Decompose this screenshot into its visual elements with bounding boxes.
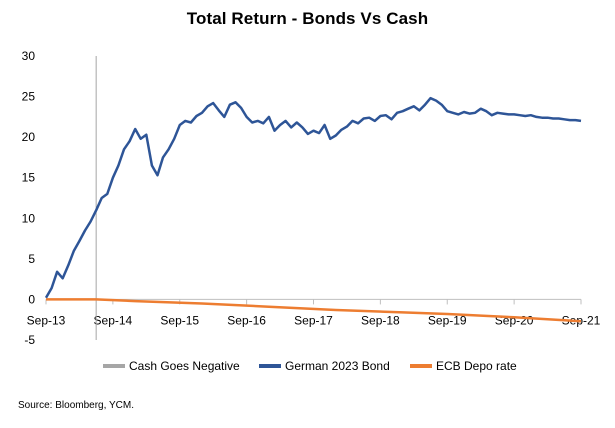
x-tick-label: Sep-15: [160, 313, 199, 327]
german-2023-bond-line: [44, 96, 582, 299]
legend-label: Cash Goes Negative: [129, 359, 240, 373]
y-tick-label: 10: [22, 211, 36, 225]
legend: Cash Goes Negative German 2023 Bond ECB …: [0, 359, 615, 377]
x-tick-label: Sep-14: [94, 313, 133, 327]
x-tick-label: Sep-21: [562, 313, 601, 327]
legend-label: German 2023 Bond: [285, 359, 390, 373]
legend-item-german-2023-bond: German 2023 Bond: [259, 359, 390, 373]
chart-title: Total Return - Bonds Vs Cash: [186, 9, 429, 28]
x-tick-label: Sep-18: [361, 313, 400, 327]
y-tick-label: 20: [22, 130, 36, 144]
y-axis-tick-labels: 30 25 20 15 10 5 0 -5: [22, 49, 36, 347]
x-tick-label: Sep-13: [27, 313, 66, 327]
y-tick-label: 25: [22, 90, 36, 104]
legend-swatch-gray: [103, 364, 125, 368]
legend-label: ECB Depo rate: [436, 359, 517, 373]
x-tick-label: Sep-16: [227, 313, 266, 327]
legend-swatch-blue: [259, 364, 281, 368]
legend-item-ecb-depo-rate: ECB Depo rate: [410, 359, 517, 373]
y-tick-label: 0: [28, 292, 35, 306]
x-tick-label: Sep-17: [294, 313, 333, 327]
y-tick-label: -5: [24, 333, 35, 347]
legend-item-cash-goes-negative: Cash Goes Negative: [103, 359, 240, 373]
x-axis-tick-labels: Sep-13 Sep-14 Sep-15 Sep-16 Sep-17 Sep-18 Sep-…: [27, 313, 601, 327]
source-note: Source: Bloomberg, YCM.: [18, 400, 134, 411]
y-tick-label: 30: [22, 49, 36, 63]
y-tick-label: 5: [28, 252, 35, 266]
legend-swatch-orange: [410, 364, 432, 368]
ecb-depo-rate-line: [46, 298, 582, 323]
x-tick-label: Sep-19: [428, 313, 467, 327]
y-tick-label: 15: [22, 171, 36, 185]
